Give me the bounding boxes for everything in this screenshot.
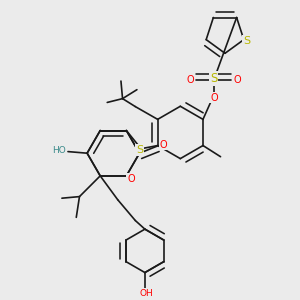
- Text: HO: HO: [52, 146, 65, 155]
- Text: S: S: [136, 145, 143, 155]
- Text: O: O: [187, 75, 194, 85]
- Text: O: O: [210, 93, 218, 103]
- Text: O: O: [127, 174, 135, 184]
- Text: S: S: [243, 36, 250, 46]
- Text: O: O: [233, 75, 241, 85]
- Text: OH: OH: [140, 289, 153, 298]
- Text: O: O: [160, 140, 167, 150]
- Text: S: S: [210, 72, 218, 85]
